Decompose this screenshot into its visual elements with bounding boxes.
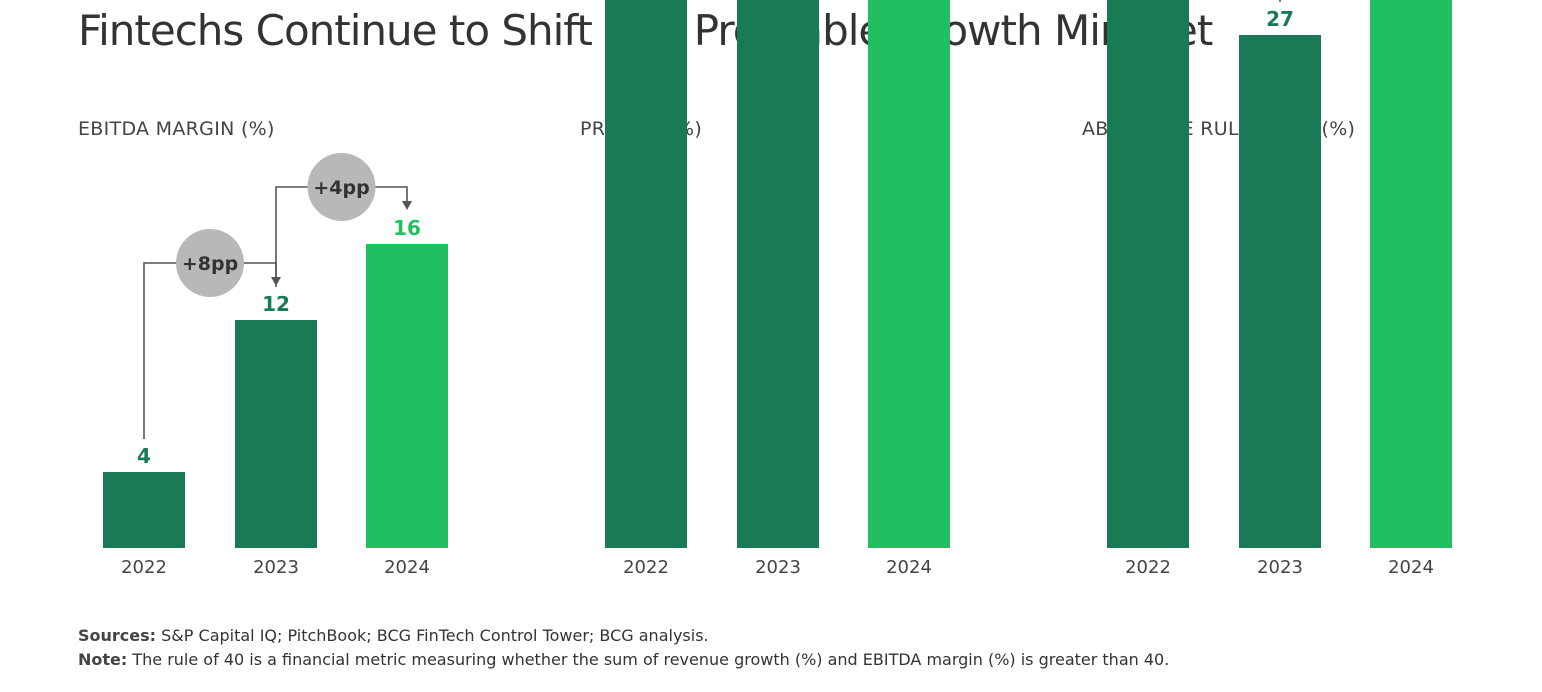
bar-2024 xyxy=(1370,0,1452,548)
sources-label: Sources: xyxy=(78,626,157,645)
tick-label-2022: 2022 xyxy=(623,557,669,578)
chart-svg: 292022272023352024–2pp+8pp xyxy=(1107,0,1452,578)
bar-2022 xyxy=(103,472,185,548)
tick-label-2024: 2024 xyxy=(886,557,932,578)
bar-2022 xyxy=(1107,0,1189,548)
change-bubble xyxy=(307,153,376,221)
chart-panel-ebitda-margin: EBITDA MARGIN (%) 4 2022 12 2023 16 2024 +8pp +… xyxy=(78,118,538,588)
chart-svg: 4 2022 12 2023 16 2024 +8pp +4pp xyxy=(103,153,448,578)
bar-2023 xyxy=(737,0,819,548)
data-label-2023: 12 xyxy=(262,292,290,316)
tick-label-2023: 2023 xyxy=(755,557,801,578)
sources-text: S&P Capital IQ; PitchBook; BCG FinTech C… xyxy=(156,626,709,645)
tick-label-2023: 2023 xyxy=(1257,557,1303,578)
chart-svg: 392022492023692024+10pp+20pp xyxy=(605,0,950,578)
change-connector: +4pp xyxy=(275,153,412,287)
tick-label-2023: 2023 xyxy=(253,557,299,578)
tick-label-2022: 2022 xyxy=(1125,557,1171,578)
chart-title: EBITDA MARGIN (%) xyxy=(78,118,275,140)
data-label-2023: 27 xyxy=(1266,7,1294,31)
change-label: +8pp xyxy=(182,253,238,275)
bar-2023 xyxy=(235,320,317,548)
note-line: Note: The rule of 40 is a financial metr… xyxy=(78,648,1169,672)
tick-label-2024: 2024 xyxy=(1388,557,1434,578)
tick-label-2024: 2024 xyxy=(384,557,430,578)
chart-panel-profits: PROFITS (%) 392022492023692024+10pp+20pp xyxy=(580,0,1040,588)
bar-2023 xyxy=(1239,35,1321,548)
tick-label-2022: 2022 xyxy=(121,557,167,578)
change-bubble xyxy=(176,229,244,297)
data-label-2024: 16 xyxy=(393,216,421,240)
note-label: Note: xyxy=(78,650,128,669)
change-label: +4pp xyxy=(313,177,369,199)
chart-panel-rule-of-40: ABOVE THE RULE OF 40 (%) 292022272023352… xyxy=(1082,0,1542,588)
sources-line: Sources: S&P Capital IQ; PitchBook; BCG … xyxy=(78,624,1169,648)
data-label-2022: 4 xyxy=(137,444,151,468)
footer: Sources: S&P Capital IQ; PitchBook; BCG … xyxy=(78,624,1169,672)
note-text: The rule of 40 is a financial metric mea… xyxy=(127,650,1170,669)
bar-2022 xyxy=(605,0,687,548)
bar-2024 xyxy=(868,0,950,548)
bar-2024 xyxy=(366,244,448,548)
